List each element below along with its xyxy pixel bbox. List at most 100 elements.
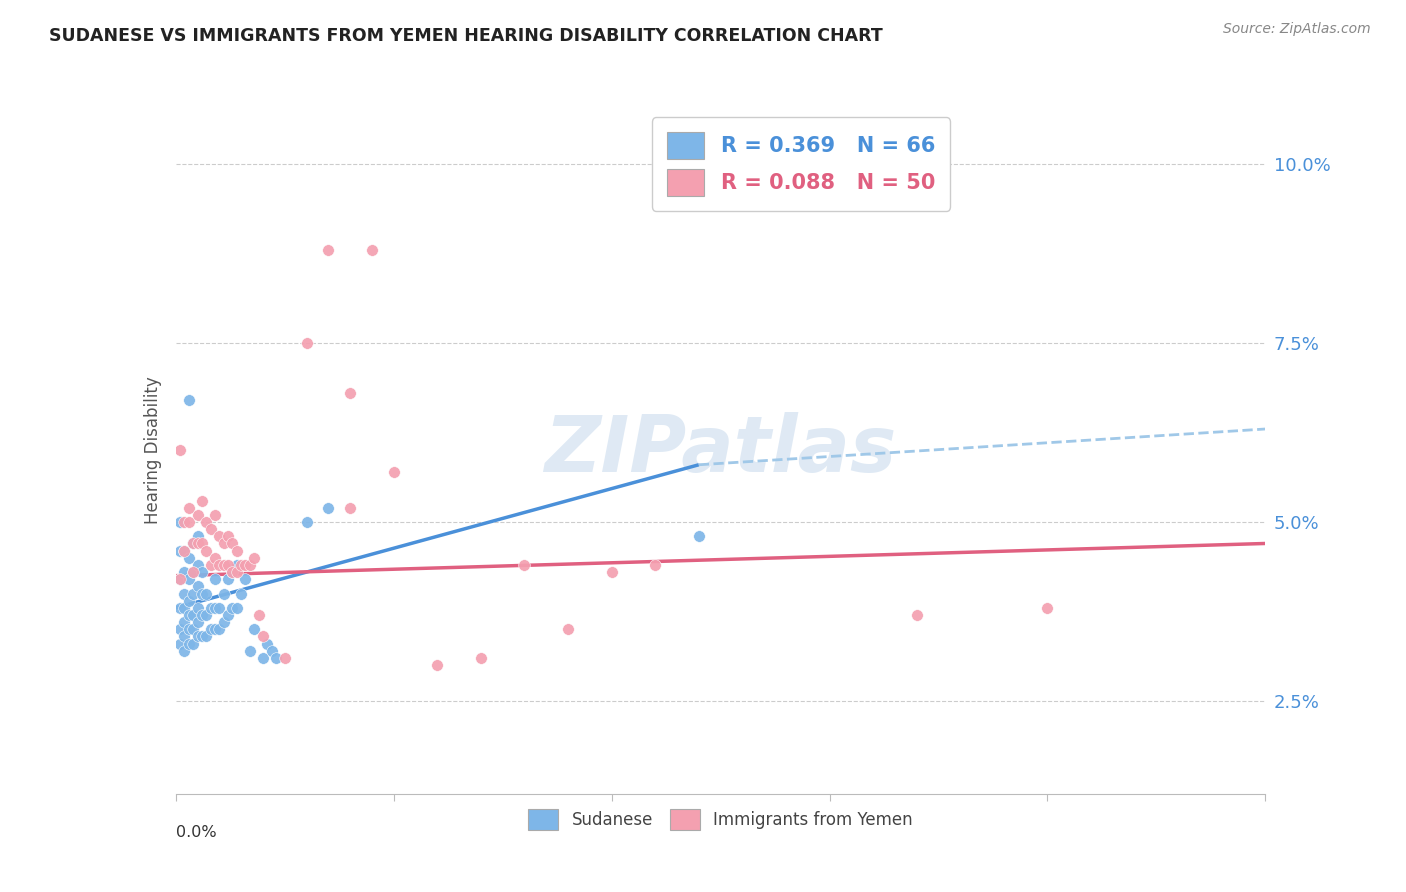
Point <box>212 558 235 572</box>
Point <box>173 543 195 558</box>
Point <box>382 465 405 479</box>
Point <box>173 586 195 600</box>
Point <box>195 586 218 600</box>
Point <box>169 515 191 529</box>
Point <box>169 443 191 458</box>
Point <box>173 515 195 529</box>
Point <box>204 550 226 565</box>
Point <box>204 623 226 637</box>
Point <box>181 565 204 579</box>
Point <box>169 572 191 586</box>
Point <box>235 572 257 586</box>
Point <box>173 630 195 644</box>
Point <box>200 623 222 637</box>
Point <box>195 630 218 644</box>
Point <box>212 536 235 550</box>
Point <box>204 572 226 586</box>
Point <box>600 565 623 579</box>
Point <box>252 651 274 665</box>
Point <box>173 600 195 615</box>
Point <box>204 508 226 522</box>
Point <box>225 565 247 579</box>
Point <box>208 623 231 637</box>
Text: 0.0%: 0.0% <box>176 825 217 839</box>
Point <box>1036 600 1059 615</box>
Point <box>295 515 318 529</box>
Text: ZIPatlas: ZIPatlas <box>544 412 897 489</box>
Point <box>470 651 492 665</box>
Point <box>177 515 200 529</box>
Point <box>186 529 209 543</box>
Point <box>225 543 247 558</box>
Point <box>274 651 297 665</box>
Point <box>177 393 200 408</box>
Point <box>177 637 200 651</box>
Point <box>186 579 209 593</box>
Point <box>191 630 214 644</box>
Point <box>191 586 214 600</box>
Point <box>231 586 253 600</box>
Point <box>212 586 235 600</box>
Point <box>173 615 195 630</box>
Point <box>191 536 214 550</box>
Point <box>177 623 200 637</box>
Point <box>247 607 270 622</box>
Point <box>181 536 204 550</box>
Point <box>318 243 340 257</box>
Point <box>212 615 235 630</box>
Point <box>195 543 218 558</box>
Point <box>181 623 204 637</box>
Point <box>186 600 209 615</box>
Point <box>513 558 536 572</box>
Legend: Sudanese, Immigrants from Yemen: Sudanese, Immigrants from Yemen <box>522 802 920 837</box>
Point <box>231 558 253 572</box>
Point <box>644 558 666 572</box>
Point <box>256 637 278 651</box>
Point <box>225 600 247 615</box>
Point <box>181 637 204 651</box>
Point <box>252 630 274 644</box>
Point <box>243 623 266 637</box>
Point <box>360 243 382 257</box>
Point <box>169 543 191 558</box>
Point <box>173 565 195 579</box>
Point <box>221 565 243 579</box>
Point <box>217 529 239 543</box>
Point <box>688 529 710 543</box>
Point <box>181 565 204 579</box>
Point <box>264 651 287 665</box>
Text: Source: ZipAtlas.com: Source: ZipAtlas.com <box>1223 22 1371 37</box>
Point <box>217 607 239 622</box>
Point <box>339 386 361 401</box>
Point <box>177 500 200 515</box>
Point <box>177 550 200 565</box>
Point <box>905 607 928 622</box>
Point <box>181 586 204 600</box>
Point <box>217 558 239 572</box>
Point <box>177 572 200 586</box>
Point <box>177 607 200 622</box>
Point <box>181 536 204 550</box>
Point <box>208 600 231 615</box>
Point <box>318 500 340 515</box>
Point <box>221 536 243 550</box>
Point <box>239 558 262 572</box>
Point <box>186 508 209 522</box>
Point <box>235 558 257 572</box>
Point <box>169 637 191 651</box>
Point <box>186 558 209 572</box>
Point <box>169 572 191 586</box>
Point <box>169 623 191 637</box>
Point <box>243 550 266 565</box>
Point <box>557 623 579 637</box>
Point <box>173 644 195 658</box>
Y-axis label: Hearing Disability: Hearing Disability <box>143 376 162 524</box>
Point <box>295 336 318 351</box>
Point <box>181 607 204 622</box>
Point <box>186 630 209 644</box>
Point <box>208 529 231 543</box>
Point <box>221 600 243 615</box>
Point <box>200 600 222 615</box>
Point <box>260 644 283 658</box>
Point <box>221 565 243 579</box>
